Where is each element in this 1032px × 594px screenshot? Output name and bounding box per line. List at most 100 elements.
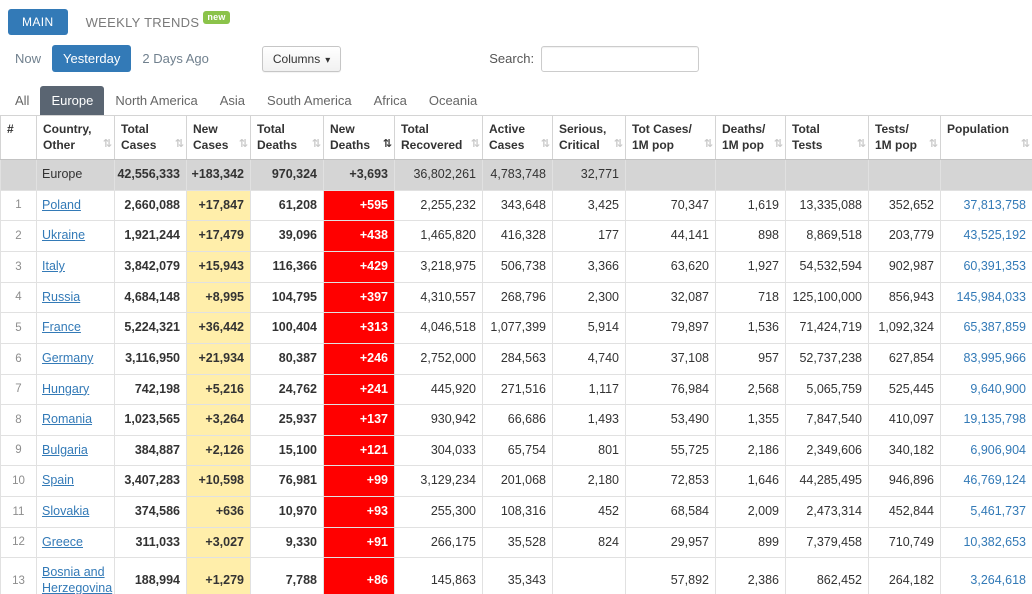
cell-serious-critical: 452: [552, 496, 626, 528]
sort-icon[interactable]: ⇅: [703, 137, 713, 150]
sort-icon[interactable]: ⇅: [613, 137, 623, 150]
country-link[interactable]: Germany: [42, 350, 94, 365]
region-tab-europe[interactable]: Europe: [40, 86, 105, 115]
cell-total-tests: 71,424,719: [785, 312, 869, 344]
column-header-tot-cases-1m[interactable]: Tot Cases/1M pop ⇅: [625, 114, 716, 161]
sort-icon[interactable]: ⇅: [470, 137, 480, 150]
column-header-population[interactable]: Population ⇅: [940, 114, 1032, 161]
cell-rank: 12: [0, 526, 37, 559]
country-link[interactable]: Greece: [42, 534, 83, 549]
cell-new-cases: +17,479: [186, 220, 251, 253]
population-link[interactable]: 10,382,653: [963, 534, 1026, 549]
cell-country: Germany: [36, 342, 115, 375]
region-tab-asia[interactable]: Asia: [219, 93, 246, 108]
sort-icon[interactable]: ⇅: [1020, 137, 1030, 150]
sort-icon[interactable]: ⇅: [238, 137, 248, 150]
country-link[interactable]: France: [42, 320, 81, 335]
sort-icon[interactable]: ⇅: [311, 137, 321, 150]
cell-active-cases: 416,328: [482, 220, 553, 253]
country-link[interactable]: Bulgaria: [42, 442, 88, 457]
population-link[interactable]: 83,995,966: [963, 350, 1026, 365]
region-tab-north-america[interactable]: North America: [115, 93, 198, 108]
cell-country: Poland: [36, 189, 115, 222]
cell-tot-cases-1m: 29,957: [625, 526, 716, 559]
region-tab-south-america[interactable]: South America: [267, 93, 352, 108]
cell-new-cases: +15,943: [186, 251, 251, 283]
cell-active-cases: 35,343: [482, 557, 553, 594]
sort-icon[interactable]: ⇅: [856, 137, 866, 150]
cell-total-cases: 742,198: [114, 373, 187, 406]
search-input[interactable]: [541, 45, 700, 72]
cell-country: Greece: [36, 526, 115, 559]
column-header-total-recovered[interactable]: Total Recovered ⇅: [394, 114, 483, 161]
cell-total-recovered: 2,752,000: [394, 342, 483, 375]
cell-tot-cases-1m: [625, 159, 716, 191]
caret-down-icon: ▾: [325, 54, 331, 66]
country-link[interactable]: Ukraine: [42, 228, 86, 243]
table-row: 11 Slovakia 374,586 +636 10,970 +93 255,300 108…: [0, 496, 1032, 528]
cell-new-deaths: +121: [323, 434, 395, 467]
population-link[interactable]: 60,391,353: [963, 259, 1026, 274]
cell-country: Russia: [36, 281, 115, 314]
column-header-total-cases[interactable]: Total Cases ⇅: [114, 114, 187, 161]
population-link[interactable]: 65,387,859: [963, 320, 1026, 335]
cell-total-cases: 3,407,283: [114, 465, 187, 498]
country-link[interactable]: Spain: [42, 473, 74, 488]
population-link[interactable]: 3,264,618: [970, 573, 1026, 588]
population-link[interactable]: 5,461,737: [970, 504, 1026, 519]
time-tab-2-days-ago[interactable]: 2 Days Ago: [131, 45, 220, 72]
population-link[interactable]: 46,769,124: [963, 473, 1026, 488]
sort-icon[interactable]: ⇅: [928, 137, 938, 150]
sort-icon[interactable]: ⇅: [102, 137, 112, 150]
cell-total-tests: 862,452: [785, 557, 869, 594]
population-link[interactable]: 9,640,900: [970, 381, 1026, 396]
columns-dropdown-button[interactable]: Columns ▾: [261, 45, 342, 72]
time-tab-yesterday[interactable]: Yesterday: [52, 45, 132, 72]
country-link[interactable]: Romania: [42, 412, 93, 427]
population-link[interactable]: 37,813,758: [963, 197, 1026, 212]
column-header-serious-critical[interactable]: Serious, Critical ⇅: [552, 114, 626, 161]
cell-total-tests: 52,737,238: [785, 342, 869, 375]
country-link[interactable]: Italy: [42, 259, 65, 274]
column-header-new-cases[interactable]: New Cases ⇅: [186, 114, 251, 161]
new-badge: new: [203, 10, 230, 24]
region-tab-oceania[interactable]: Oceania: [428, 93, 478, 108]
column-header-country[interactable]: Country, Other ⇅: [36, 114, 115, 161]
cell-total-deaths: 80,387: [250, 342, 324, 375]
country-link[interactable]: Poland: [42, 197, 81, 212]
column-header-label: Country, Other: [43, 122, 92, 152]
cell-rank: 13: [0, 557, 37, 594]
time-tab-now[interactable]: Now: [4, 45, 52, 72]
sort-icon[interactable]: ⇅: [174, 137, 184, 150]
country-link[interactable]: Russia: [42, 289, 81, 304]
cell-deaths-1m: 899: [715, 526, 786, 559]
country-link[interactable]: Bosnia and Herzegovina: [42, 565, 113, 594]
column-header-total-deaths[interactable]: Total Deaths ⇅: [250, 114, 324, 161]
cell-active-cases: 1,077,399: [482, 312, 553, 344]
column-header-tests-1m[interactable]: Tests/1M pop ⇅: [868, 114, 941, 161]
population-link[interactable]: 19,135,798: [963, 412, 1026, 427]
main-tab-button[interactable]: MAIN: [8, 9, 68, 35]
region-tab-africa[interactable]: Africa: [373, 93, 407, 108]
column-header-new-deaths[interactable]: New Deaths ⇅: [323, 114, 395, 161]
population-link[interactable]: 43,525,192: [963, 228, 1026, 243]
cell-population: 46,769,124: [940, 465, 1032, 498]
population-link[interactable]: 145,984,033: [956, 289, 1026, 304]
cell-tests-1m: 627,854: [868, 342, 941, 375]
column-header-deaths-1m[interactable]: Deaths/1M pop ⇅: [715, 114, 786, 161]
cell-country: Bosnia and Herzegovina: [36, 557, 115, 594]
cell-total-recovered: 266,175: [394, 526, 483, 559]
country-link[interactable]: Hungary: [42, 381, 90, 396]
column-header-total-tests[interactable]: Total Tests ⇅: [785, 114, 869, 161]
population-link[interactable]: 6,906,904: [970, 442, 1026, 457]
sort-icon[interactable]: ⇅: [773, 137, 783, 150]
toolbar: Now Yesterday 2 Days Ago Columns ▾ Search:: [0, 39, 1032, 82]
sort-icon[interactable]: ⇅: [540, 137, 550, 150]
region-tab-all[interactable]: All: [15, 93, 30, 108]
weekly-trends-tab[interactable]: WEEKLY TRENDS new: [86, 10, 230, 30]
cell-tot-cases-1m: 76,984: [625, 373, 716, 406]
table-row: 5 France 5,224,321 +36,442 100,404 +313 4,046,…: [0, 312, 1032, 344]
column-header-active-cases[interactable]: Active Cases ⇅: [482, 114, 553, 161]
country-link[interactable]: Slovakia: [42, 504, 90, 519]
sort-icon[interactable]: ⇅: [382, 137, 392, 150]
